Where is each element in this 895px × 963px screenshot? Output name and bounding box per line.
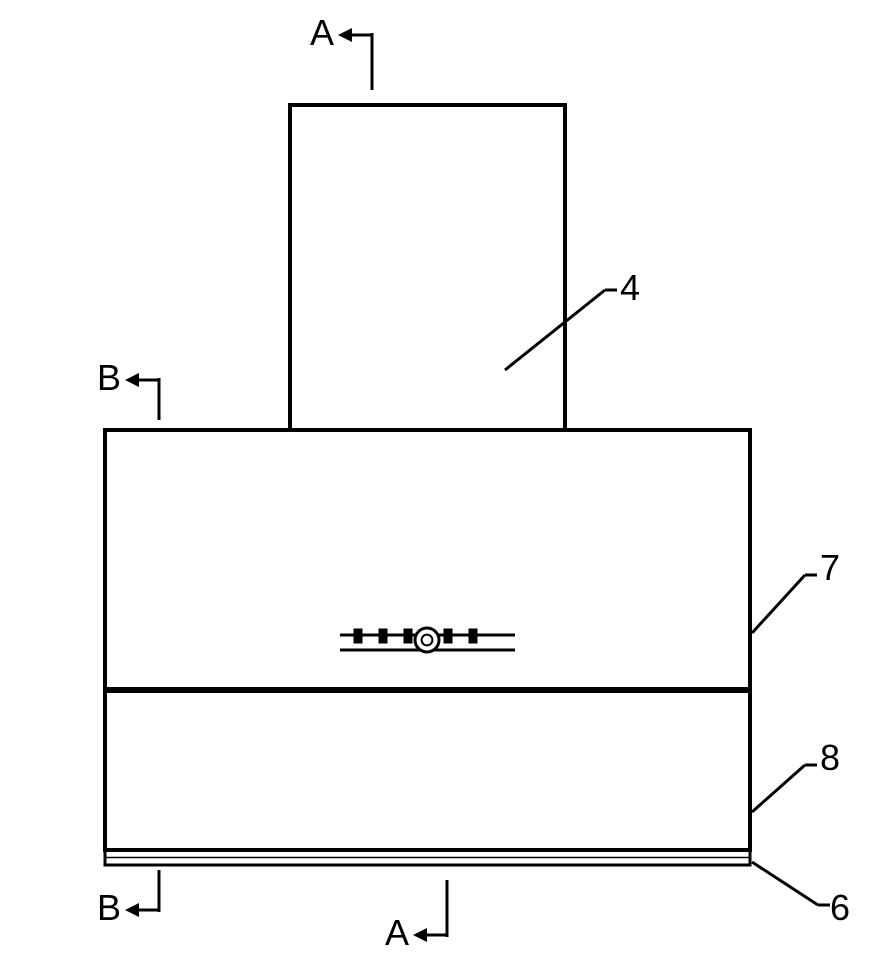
control-switch-2	[404, 629, 412, 643]
control-switch-4	[469, 629, 477, 643]
callout-7: 7	[752, 547, 840, 633]
section-marker-B-top: B	[97, 357, 159, 420]
leader-line	[752, 765, 805, 812]
section-marker-A-top: A	[310, 12, 372, 90]
callout-number: 4	[620, 267, 640, 308]
control-switch-1	[379, 629, 387, 643]
callout-6: 6	[752, 862, 850, 928]
svg-text:B: B	[97, 887, 121, 928]
section-marker-A-bottom: A	[385, 880, 447, 953]
lower-body-panel	[105, 690, 750, 850]
svg-text:A: A	[310, 12, 334, 53]
chimney	[290, 105, 565, 430]
leader-line	[752, 575, 805, 633]
control-knob	[415, 628, 439, 652]
leader-line	[752, 862, 818, 905]
control-switch-0	[354, 629, 362, 643]
callout-number: 6	[830, 887, 850, 928]
callout-8: 8	[752, 737, 840, 812]
svg-text:A: A	[385, 912, 409, 953]
callout-number: 7	[820, 547, 840, 588]
control-switch-3	[444, 629, 452, 643]
section-marker-B-bottom: B	[97, 870, 159, 928]
callout-number: 8	[820, 737, 840, 778]
svg-text:B: B	[97, 357, 121, 398]
